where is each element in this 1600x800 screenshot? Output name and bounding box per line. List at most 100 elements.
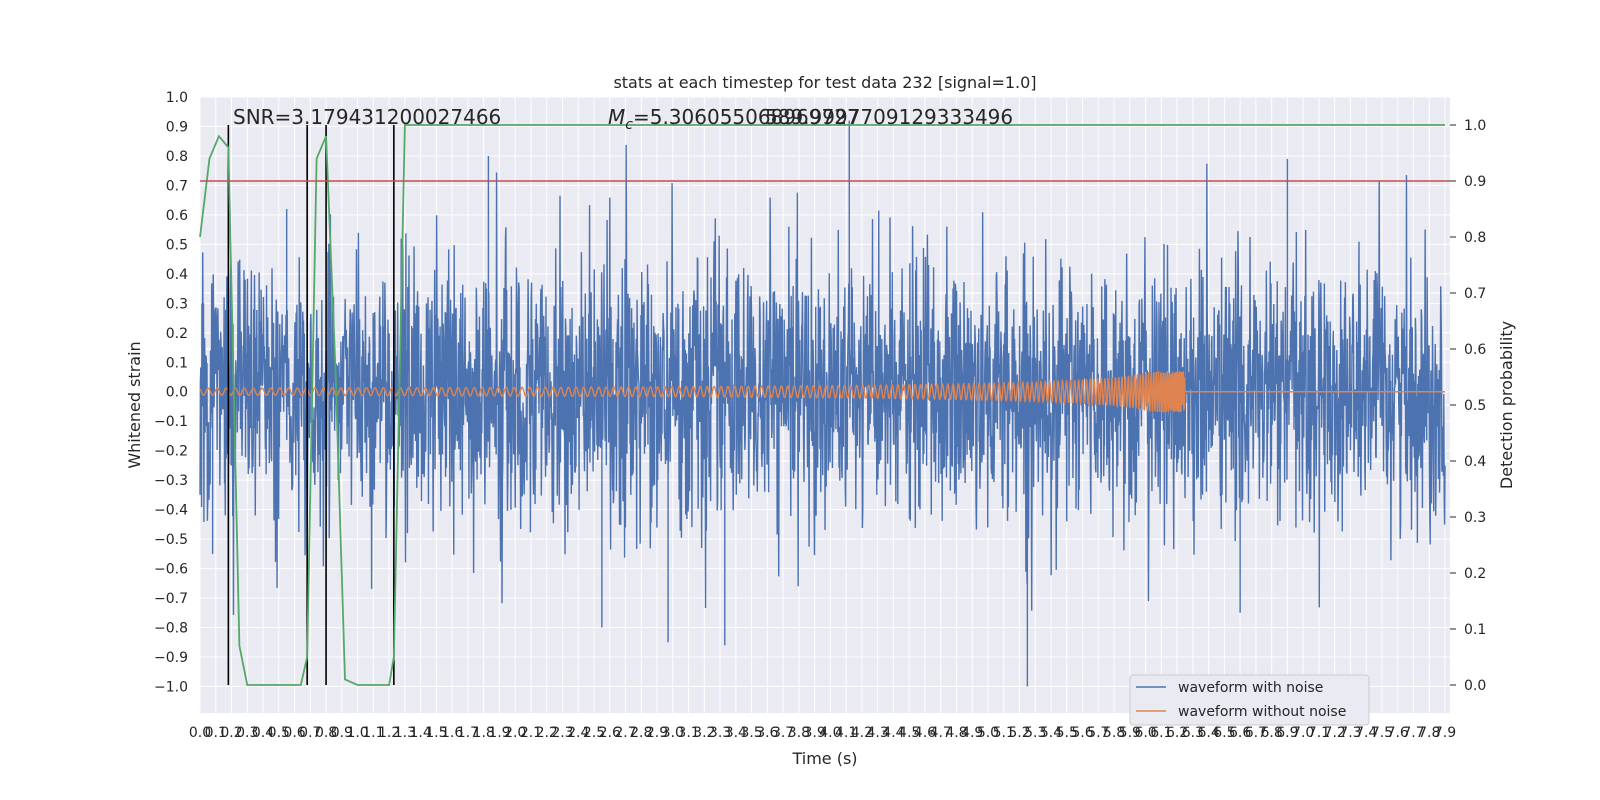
series-waveform-without-noise — [199, 371, 1445, 413]
right-tick-label: 0.9 — [1464, 174, 1486, 190]
x-tick-label: 2.8 — [630, 725, 652, 741]
x-tick-label: 3.4 — [725, 725, 747, 741]
x-tick-label: 2.0 — [504, 725, 526, 741]
x-tick-label: 1.1 — [362, 725, 384, 741]
x-tick-label: 0.7 — [299, 725, 321, 741]
x-tick-label: 7.1 — [1308, 725, 1330, 741]
x-tick-label: 2.7 — [614, 725, 636, 741]
legend-label-clean: waveform without noise — [1178, 704, 1346, 720]
x-tick-label: 6.8 — [1261, 725, 1283, 741]
left-tick-label: 0.4 — [166, 267, 188, 283]
x-tick-label: 4.2 — [851, 725, 873, 741]
noise-waveform-path — [199, 120, 1446, 687]
x-tick-label: 0.0 — [189, 725, 211, 741]
x-tick-label: 3.1 — [677, 725, 699, 741]
x-tick-label: 0.3 — [236, 725, 258, 741]
x-tick-label: 0.6 — [283, 725, 305, 741]
x-tick-label: 0.5 — [268, 725, 290, 741]
overlapping-annotation: 589.9997709129333496 — [765, 105, 1013, 129]
right-tick-label: 0.2 — [1464, 566, 1486, 582]
left-tick-label: 0.9 — [166, 119, 188, 135]
chirp-mass-symbol: M — [608, 105, 625, 129]
x-tick-label: 6.4 — [1197, 725, 1219, 741]
right-tick-label: 0.5 — [1464, 398, 1486, 414]
clean-waveform-path — [199, 371, 1445, 413]
x-tick-label: 4.3 — [867, 725, 889, 741]
x-tick-label: 6.7 — [1245, 725, 1267, 741]
x-tick-label: 2.5 — [583, 725, 605, 741]
x-tick-label: 5.4 — [1040, 725, 1062, 741]
x-tick-label: 1.0 — [346, 725, 368, 741]
x-tick-label: 7.7 — [1402, 725, 1424, 741]
left-axis-ticks: 1.0 0.9 0.8 0.7 0.6 0.5 0.4 0.3 0.2 0.1 0.0 −0.1 −0.… — [154, 90, 188, 695]
x-tick-label: 4.7 — [930, 725, 952, 741]
x-tick-label: 1.2 — [378, 725, 400, 741]
chirp-mass-value: =5.306055068969727 — [633, 105, 860, 129]
x-tick-label: 5.7 — [1087, 725, 1109, 741]
x-tick-label: 0.4 — [252, 725, 274, 741]
x-tick-label: 5.6 — [1071, 725, 1093, 741]
x-tick-label: 0.1 — [205, 725, 227, 741]
x-tick-label: 7.0 — [1292, 725, 1314, 741]
x-tick-label: 7.4 — [1355, 725, 1377, 741]
chart-title: stats at each timestep for test data 232… — [613, 73, 1036, 92]
left-tick-label: −0.8 — [154, 621, 188, 637]
legend-label-noise: waveform with noise — [1178, 680, 1323, 696]
x-tick-label: 7.3 — [1339, 725, 1361, 741]
x-tick-label: 7.5 — [1371, 725, 1393, 741]
left-tick-label: −0.1 — [154, 414, 188, 430]
x-tick-label: 4.5 — [898, 725, 920, 741]
right-tick-label: 1.0 — [1464, 118, 1486, 134]
x-tick-label: 3.5 — [740, 725, 762, 741]
left-tick-label: 0.6 — [166, 208, 188, 224]
x-tick-label: 3.8 — [788, 725, 810, 741]
y-axis-label-right: Detection probability — [1497, 321, 1516, 489]
x-tick-label: 4.9 — [961, 725, 983, 741]
x-tick-label: 2.2 — [536, 725, 558, 741]
x-tick-label: 2.4 — [567, 725, 589, 741]
x-tick-label: 3.3 — [709, 725, 731, 741]
x-tick-label: 4.4 — [882, 725, 904, 741]
right-tick-label: 0.6 — [1464, 342, 1486, 358]
legend: waveform with noise waveform without noi… — [1129, 674, 1370, 726]
legend-box — [1129, 674, 1370, 726]
x-tick-label: 2.9 — [646, 725, 668, 741]
left-tick-label: 0.7 — [166, 178, 188, 194]
left-tick-label: −0.6 — [154, 562, 188, 578]
x-tick-label: 7.9 — [1434, 725, 1456, 741]
x-tick-label: 0.8 — [315, 725, 337, 741]
left-tick-label: −0.4 — [154, 503, 188, 519]
x-tick-label: 6.6 — [1229, 725, 1251, 741]
x-tick-label: 3.0 — [662, 725, 684, 741]
x-tick-label: 4.8 — [945, 725, 967, 741]
right-axis-ticks: 1.0 0.9 0.8 0.7 0.6 0.5 0.4 0.3 0.2 0.1 0.0 — [1450, 118, 1486, 694]
left-tick-label: 0.5 — [166, 237, 188, 253]
x-tick-label: 6.3 — [1182, 725, 1204, 741]
right-tick-label: 0.0 — [1464, 678, 1486, 694]
x-tick-label: 2.3 — [551, 725, 573, 741]
x-tick-label: 5.1 — [993, 725, 1015, 741]
x-tick-label: 3.6 — [756, 725, 778, 741]
x-tick-label: 5.3 — [1024, 725, 1046, 741]
probability-path — [199, 124, 1445, 686]
x-tick-label: 1.7 — [457, 725, 479, 741]
x-tick-label: 5.0 — [977, 725, 999, 741]
x-tick-label: 7.6 — [1387, 725, 1409, 741]
x-tick-label: 6.5 — [1213, 725, 1235, 741]
snr-annotation: SNR=3.179431200027466 — [233, 105, 501, 129]
x-tick-label: 1.6 — [441, 725, 463, 741]
x-tick-label: 7.2 — [1324, 725, 1346, 741]
x-tick-label: 5.9 — [1119, 725, 1141, 741]
x-tick-label: 1.8 — [473, 725, 495, 741]
series-waveform-with-noise — [199, 120, 1446, 687]
x-tick-label: 2.6 — [599, 725, 621, 741]
series-detection-probability — [199, 124, 1445, 686]
right-tick-label: 0.4 — [1464, 454, 1486, 470]
x-tick-label: 0.9 — [331, 725, 353, 741]
right-tick-label: 0.7 — [1464, 286, 1486, 302]
x-tick-label: 5.5 — [1056, 725, 1078, 741]
left-tick-label: 0.8 — [166, 149, 188, 165]
x-tick-label: 3.7 — [772, 725, 794, 741]
x-tick-label: 5.2 — [1008, 725, 1030, 741]
